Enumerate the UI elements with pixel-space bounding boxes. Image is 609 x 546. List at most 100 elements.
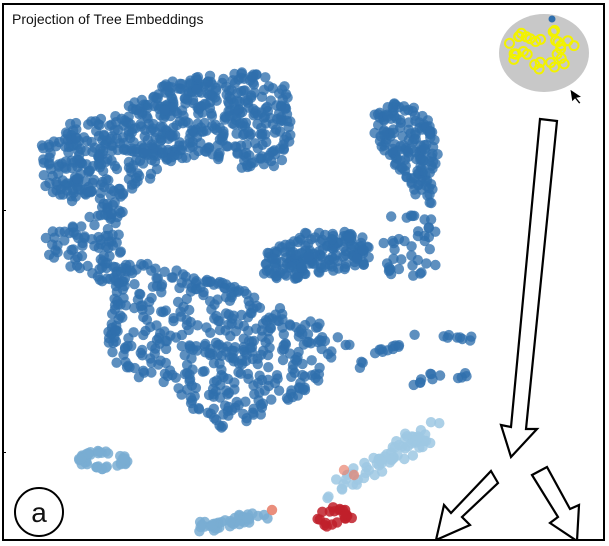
data-point[interactable] <box>216 370 227 381</box>
data-point[interactable] <box>315 236 326 248</box>
data-point[interactable] <box>72 154 83 165</box>
data-point[interactable] <box>110 325 122 336</box>
data-point[interactable] <box>239 286 250 297</box>
data-point[interactable] <box>204 296 216 307</box>
data-point[interactable] <box>118 292 129 304</box>
data-point[interactable] <box>101 461 113 472</box>
data-point[interactable] <box>399 453 410 465</box>
data-point[interactable] <box>260 258 271 270</box>
data-point[interactable] <box>73 184 84 195</box>
data-point[interactable] <box>199 145 211 157</box>
data-point[interactable] <box>323 491 334 502</box>
selected-point[interactable] <box>549 61 560 73</box>
data-point[interactable] <box>357 357 368 368</box>
data-point[interactable] <box>233 367 244 378</box>
data-point[interactable] <box>126 143 138 154</box>
data-point[interactable] <box>231 141 242 153</box>
data-point[interactable] <box>202 276 213 288</box>
data-point[interactable] <box>333 263 344 274</box>
data-point[interactable] <box>110 336 122 347</box>
data-point[interactable] <box>409 329 420 340</box>
data-point[interactable] <box>292 272 303 283</box>
data-point[interactable] <box>425 179 437 190</box>
data-point[interactable] <box>407 210 418 222</box>
data-point[interactable] <box>243 373 254 384</box>
data-point[interactable] <box>241 139 252 150</box>
data-point[interactable] <box>387 441 398 453</box>
data-point[interactable] <box>204 90 215 101</box>
data-point[interactable] <box>73 232 84 244</box>
data-point[interactable] <box>208 403 219 414</box>
data-point[interactable] <box>57 175 68 186</box>
data-point[interactable] <box>276 84 288 95</box>
data-point[interactable] <box>190 382 202 394</box>
data-point[interactable] <box>125 265 136 276</box>
data-point[interactable] <box>301 228 312 239</box>
data-point[interactable] <box>388 253 399 264</box>
data-point[interactable] <box>117 312 128 323</box>
data-point[interactable] <box>89 219 100 231</box>
data-point[interactable] <box>268 253 279 264</box>
data-point[interactable] <box>279 103 291 114</box>
data-point[interactable] <box>85 186 97 197</box>
data-point[interactable] <box>260 337 271 348</box>
data-point[interactable] <box>240 396 251 407</box>
data-point[interactable] <box>181 152 192 163</box>
data-point[interactable] <box>399 105 411 116</box>
data-point[interactable] <box>434 370 446 381</box>
data-point[interactable] <box>276 242 288 253</box>
data-point[interactable] <box>176 78 188 90</box>
data-point[interactable] <box>259 385 270 396</box>
data-point[interactable] <box>369 109 380 120</box>
data-point[interactable] <box>159 105 170 116</box>
data-point[interactable] <box>201 322 212 333</box>
data-point[interactable] <box>346 512 357 524</box>
data-point[interactable] <box>96 262 108 273</box>
data-point[interactable] <box>419 143 430 155</box>
data-point[interactable] <box>137 344 148 356</box>
data-point[interactable] <box>222 341 233 352</box>
data-point[interactable] <box>419 230 430 241</box>
data-point[interactable] <box>273 385 285 396</box>
data-point[interactable] <box>242 161 253 173</box>
data-point[interactable] <box>94 119 105 131</box>
selected-point[interactable] <box>535 33 546 45</box>
data-point[interactable] <box>382 111 394 122</box>
data-point[interactable] <box>168 313 179 324</box>
data-point[interactable] <box>236 309 247 321</box>
data-point[interactable] <box>138 147 150 159</box>
data-point[interactable] <box>217 420 229 432</box>
data-point[interactable] <box>306 355 317 366</box>
data-point[interactable] <box>141 111 152 122</box>
data-point[interactable] <box>274 303 286 314</box>
selected-point[interactable] <box>521 48 533 60</box>
data-point[interactable] <box>465 335 476 346</box>
data-point[interactable] <box>187 344 199 355</box>
data-point[interactable] <box>182 384 193 395</box>
data-point[interactable] <box>119 454 130 465</box>
data-point[interactable] <box>148 118 159 130</box>
data-point[interactable] <box>389 244 400 255</box>
data-point[interactable] <box>247 72 258 83</box>
data-point[interactable] <box>407 106 418 117</box>
data-point[interactable] <box>220 325 231 336</box>
data-point[interactable] <box>255 409 266 420</box>
data-point[interactable] <box>186 125 198 136</box>
data-point[interactable] <box>65 191 77 202</box>
data-point[interactable] <box>410 189 421 200</box>
data-point[interactable] <box>101 174 112 185</box>
data-point[interactable] <box>434 418 445 429</box>
data-point[interactable] <box>150 263 161 274</box>
data-point[interactable] <box>347 479 358 490</box>
data-point[interactable] <box>369 127 380 139</box>
data-point[interactable] <box>200 338 211 350</box>
data-point[interactable] <box>313 375 324 386</box>
data-point[interactable] <box>314 318 325 329</box>
data-point[interactable] <box>166 272 177 283</box>
data-point[interactable] <box>243 126 254 137</box>
data-point[interactable] <box>166 91 177 103</box>
data-point[interactable] <box>275 143 286 154</box>
data-point[interactable] <box>410 435 421 446</box>
data-point[interactable] <box>375 455 387 466</box>
data-point[interactable] <box>170 332 182 343</box>
